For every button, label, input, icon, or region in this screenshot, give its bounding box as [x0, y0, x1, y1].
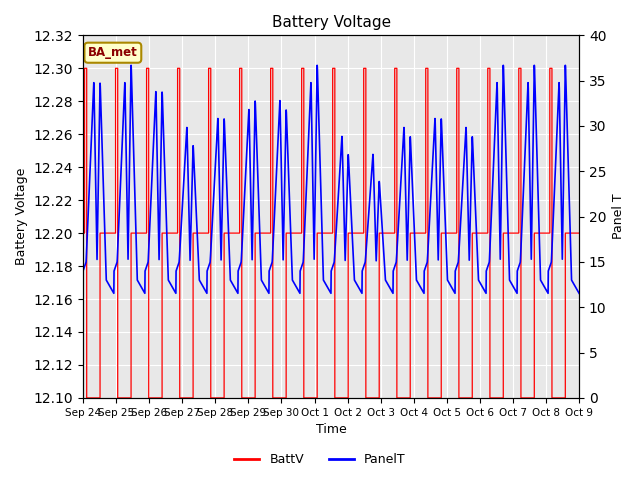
Y-axis label: Panel T: Panel T	[612, 194, 625, 240]
Title: Battery Voltage: Battery Voltage	[271, 15, 390, 30]
Y-axis label: Battery Voltage: Battery Voltage	[15, 168, 28, 265]
Text: BA_met: BA_met	[88, 46, 138, 59]
Legend: BattV, PanelT: BattV, PanelT	[229, 448, 411, 471]
X-axis label: Time: Time	[316, 423, 346, 436]
